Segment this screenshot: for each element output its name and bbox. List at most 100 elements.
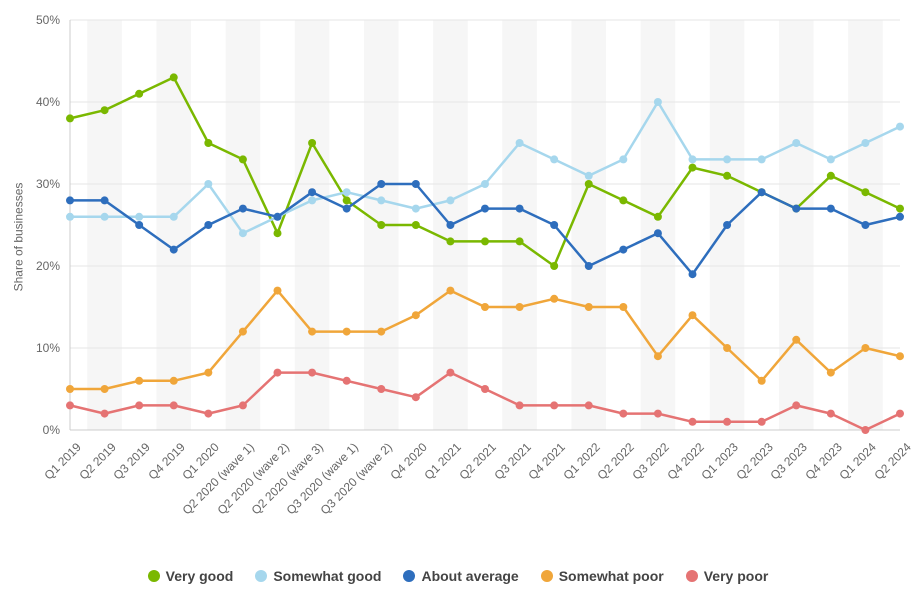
series-marker <box>446 221 454 229</box>
series-marker <box>827 369 835 377</box>
series-marker <box>343 196 351 204</box>
series-marker <box>239 328 247 336</box>
x-tick-label: Q2 2022 <box>595 440 637 482</box>
series-marker <box>723 221 731 229</box>
series-marker <box>827 205 835 213</box>
series-marker <box>274 287 282 295</box>
series-marker <box>861 426 869 434</box>
legend-marker-icon <box>403 570 415 582</box>
series-marker <box>619 155 627 163</box>
legend-item[interactable]: About average <box>403 568 518 584</box>
series-marker <box>481 385 489 393</box>
series-marker <box>135 221 143 229</box>
series-marker <box>654 213 662 221</box>
series-marker <box>239 155 247 163</box>
plot-band <box>571 20 606 430</box>
series-marker <box>689 270 697 278</box>
x-tick-label: Q3 2022 <box>629 440 671 482</box>
series-marker <box>758 188 766 196</box>
series-marker <box>896 205 904 213</box>
series-marker <box>446 196 454 204</box>
series-marker <box>308 139 316 147</box>
plot-band <box>226 20 261 430</box>
series-marker <box>689 155 697 163</box>
y-tick-label: 40% <box>36 95 60 109</box>
series-marker <box>654 352 662 360</box>
series-marker <box>343 328 351 336</box>
series-marker <box>861 139 869 147</box>
legend-marker-icon <box>148 570 160 582</box>
series-marker <box>585 180 593 188</box>
series-marker <box>896 352 904 360</box>
series-marker <box>481 303 489 311</box>
series-marker <box>446 287 454 295</box>
series-marker <box>135 213 143 221</box>
plot-area: 0%10%20%30%40%50% <box>70 20 900 430</box>
x-tick-label: Q1 2021 <box>422 440 464 482</box>
series-marker <box>101 196 109 204</box>
series-marker <box>308 328 316 336</box>
series-marker <box>170 73 178 81</box>
x-tick-label: Q2 2021 <box>456 440 498 482</box>
series-marker <box>239 401 247 409</box>
series-marker <box>861 221 869 229</box>
series-marker <box>204 139 212 147</box>
y-tick-label: 20% <box>36 259 60 273</box>
series-marker <box>377 180 385 188</box>
plot-band <box>87 20 122 430</box>
y-axis-title-text: Share of businesses <box>11 183 25 292</box>
legend-item[interactable]: Somewhat good <box>255 568 381 584</box>
series-marker <box>516 205 524 213</box>
series-marker <box>101 385 109 393</box>
series-marker <box>758 377 766 385</box>
series-marker <box>308 188 316 196</box>
y-axis-title: Share of businesses <box>8 0 28 474</box>
x-tick-label: Q3 2019 <box>111 440 153 482</box>
series-marker <box>619 410 627 418</box>
series-marker <box>101 410 109 418</box>
series-marker <box>792 401 800 409</box>
series-marker <box>170 246 178 254</box>
series-marker <box>550 262 558 270</box>
x-tick-label: Q2 2024 <box>871 440 913 482</box>
series-marker <box>689 164 697 172</box>
legend-item[interactable]: Very poor <box>686 568 769 584</box>
series-marker <box>101 106 109 114</box>
series-marker <box>377 221 385 229</box>
series-marker <box>343 188 351 196</box>
series-marker <box>723 172 731 180</box>
business-outlook-line-chart: Share of businesses 0%10%20%30%40%50% Q1… <box>0 0 916 594</box>
series-marker <box>516 303 524 311</box>
series-marker <box>758 418 766 426</box>
series-marker <box>66 213 74 221</box>
series-marker <box>239 229 247 237</box>
series-marker <box>689 418 697 426</box>
series-marker <box>481 180 489 188</box>
series-marker <box>481 205 489 213</box>
legend-item[interactable]: Somewhat poor <box>541 568 664 584</box>
series-marker <box>792 205 800 213</box>
series-marker <box>343 205 351 213</box>
series-marker <box>758 155 766 163</box>
legend-item[interactable]: Very good <box>148 568 234 584</box>
series-marker <box>412 311 420 319</box>
series-marker <box>446 369 454 377</box>
legend-marker-icon <box>255 570 267 582</box>
series-marker <box>723 155 731 163</box>
series-marker <box>274 369 282 377</box>
plot-band <box>641 20 676 430</box>
series-marker <box>654 98 662 106</box>
series-marker <box>619 246 627 254</box>
series-marker <box>585 303 593 311</box>
series-marker <box>412 393 420 401</box>
series-marker <box>412 205 420 213</box>
x-tick-label: Q1 2022 <box>560 440 602 482</box>
series-marker <box>204 369 212 377</box>
legend-label: Somewhat poor <box>559 568 664 584</box>
series-marker <box>550 401 558 409</box>
series-marker <box>204 410 212 418</box>
series-marker <box>481 237 489 245</box>
x-tick-label: Q4 2020 <box>387 440 429 482</box>
series-marker <box>412 221 420 229</box>
series-marker <box>170 213 178 221</box>
